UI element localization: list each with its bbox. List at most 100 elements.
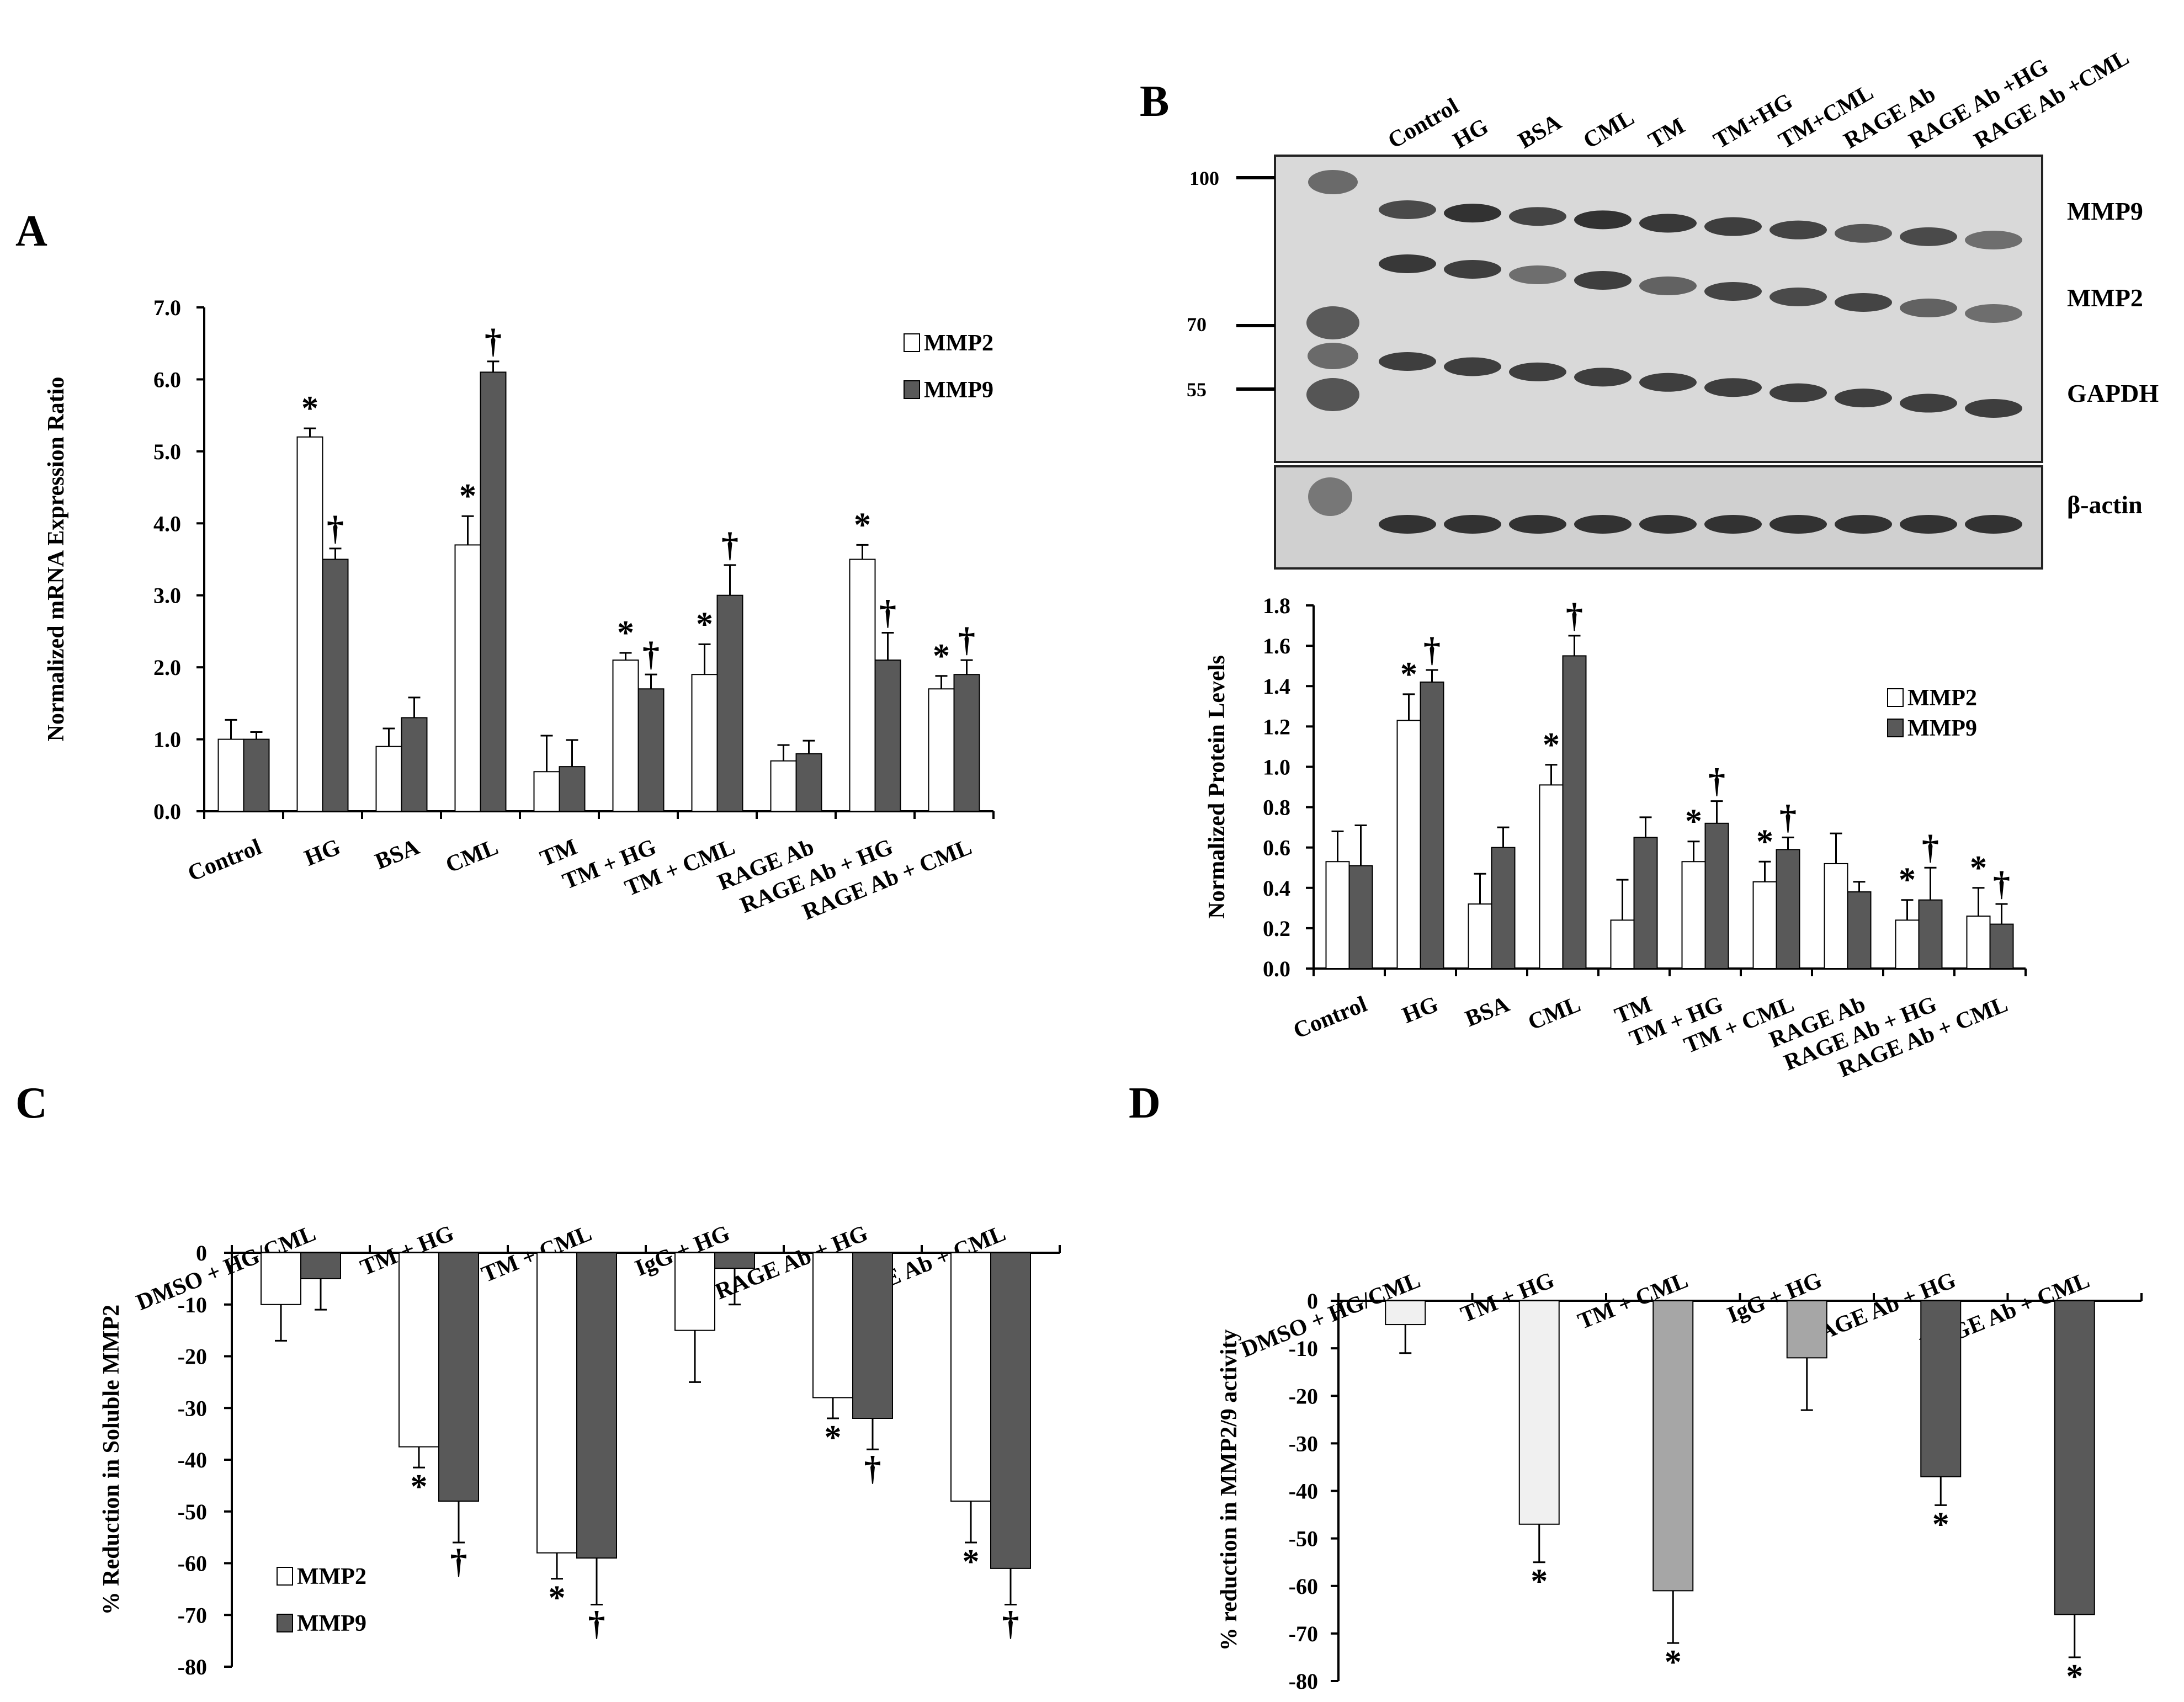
y-tick-label: -70 — [1289, 1621, 1318, 1646]
band-mmp9 — [1965, 231, 2022, 249]
band-gapdh — [1769, 383, 1827, 402]
band-mmp2 — [1769, 288, 1827, 306]
y-tick-label: 0.0 — [153, 799, 181, 824]
y-tick-label: -60 — [1289, 1574, 1318, 1599]
bar-activity-tm-hg — [1518, 1300, 1560, 1525]
band-mmp9 — [1769, 220, 1827, 240]
band-label-mmp9: MMP9 — [2067, 197, 2143, 225]
bar-mmp9-tm-hg — [637, 688, 665, 812]
bar-mmp2-tm-hg — [1681, 861, 1706, 970]
y-tick-label: 0.8 — [1263, 795, 1290, 820]
legend-label-mmp2: MMP2 — [297, 1564, 366, 1589]
y-tick-label: -50 — [1289, 1527, 1318, 1551]
significance-dagger: † — [721, 526, 738, 564]
panel-letter-a: A — [15, 207, 47, 256]
band-gapdh — [1835, 389, 1892, 408]
bar-mmp9-igg-hg — [714, 1252, 755, 1269]
significance-dagger: † — [1779, 799, 1797, 836]
significance-asterisk: * — [2066, 1658, 2083, 1695]
band-gapdh — [1704, 378, 1762, 397]
y-tick-label: 1.2 — [1263, 714, 1290, 739]
bar-mmp9-bsa — [1491, 847, 1516, 969]
band-beta-actin — [1379, 515, 1436, 534]
y-tick-label: 0.0 — [1263, 956, 1290, 981]
band-beta-actin — [1835, 515, 1892, 534]
band-mmp2 — [1574, 271, 1632, 290]
significance-asterisk: * — [301, 390, 318, 427]
bar-mmp2-dmso-hg-cml — [261, 1252, 301, 1305]
bar-mmp2-cml — [1539, 784, 1564, 970]
category-label-control: Control — [184, 834, 265, 887]
bar-mmp2-tm-hg — [398, 1252, 439, 1448]
category-label-cml: CML — [1524, 992, 1584, 1035]
y-tick-label: -80 — [1289, 1669, 1318, 1694]
band-mmp2 — [1900, 299, 1957, 317]
bar-mmp2-tm-cml — [536, 1252, 577, 1554]
y-tick-label: 0 — [196, 1241, 207, 1265]
y-tick-label: 1.8 — [1263, 593, 1290, 618]
y-axis-label: % reduction in MMP2/9 activity — [1216, 1329, 1242, 1651]
significance-dagger: † — [1002, 1605, 1019, 1643]
bar-mmp9-tm-cml — [716, 594, 743, 812]
category-label-bsa: BSA — [1462, 991, 1513, 1032]
bar-activity-dmso-hg-cml — [1385, 1300, 1426, 1326]
bar-mmp9-tm-cml — [1776, 849, 1800, 970]
band-mmp2 — [1444, 260, 1501, 279]
bar-mmp2-tm-hg — [612, 659, 639, 812]
band-beta-actin — [1639, 515, 1697, 534]
significance-asterisk: * — [1932, 1506, 1949, 1543]
bar-mmp9-rage-ab-hg — [852, 1252, 893, 1419]
panel-letter-c: C — [15, 1079, 47, 1127]
bar-mmp2-bsa — [375, 746, 402, 812]
legend-label-mmp9: MMP9 — [924, 377, 993, 403]
y-tick-label: -10 — [178, 1293, 207, 1317]
bar-mmp2-hg — [296, 436, 323, 812]
significance-asterisk: * — [1756, 823, 1773, 860]
legend-label-mmp9: MMP9 — [297, 1611, 366, 1636]
bar-mmp9-rage-ab-hg — [874, 659, 901, 812]
legend-swatch-mmp9 — [904, 380, 920, 399]
legend-swatch-mmp2 — [277, 1567, 293, 1586]
y-tick-label: -10 — [1289, 1336, 1318, 1361]
band-mmp9 — [1704, 217, 1762, 236]
significance-asterisk: * — [1665, 1644, 1682, 1681]
band-beta-actin — [1704, 515, 1762, 534]
band-mmp9 — [1444, 204, 1501, 223]
significance-asterisk: * — [1685, 803, 1702, 841]
y-tick-label: 1.0 — [153, 727, 181, 752]
bar-mmp9-hg — [1420, 681, 1444, 969]
band-mmp9 — [1639, 214, 1697, 233]
y-tick-label: 0.2 — [1263, 916, 1290, 941]
ladder — [1306, 170, 1359, 516]
bar-mmp9-rage-ab — [1847, 891, 1872, 969]
band-label-mmp2: MMP2 — [2067, 284, 2143, 312]
bar-mmp2-bsa — [1468, 903, 1492, 969]
bar-activity-igg-hg — [1786, 1300, 1827, 1359]
band-mmp9 — [1900, 227, 1957, 246]
legend-label-mmp9: MMP9 — [1907, 716, 1977, 741]
y-tick-label: 1.0 — [1263, 754, 1290, 779]
y-tick-label: -40 — [178, 1448, 207, 1472]
y-tick-label: 5.0 — [153, 439, 181, 464]
bar-mmp2-tm — [533, 771, 560, 812]
significance-dagger: † — [588, 1605, 605, 1643]
significance-dagger: † — [1566, 597, 1583, 635]
lane-label-bsa: BSA — [1514, 109, 1566, 154]
significance-dagger: † — [864, 1450, 881, 1487]
chart-b: 0.0 0.2 0.4 0.6 0.8 1.0 1.2 1.4 1.6 1.8 Normalized… — [1204, 593, 2027, 1082]
band-mmp2 — [1965, 304, 2022, 323]
band-beta-actin — [1900, 515, 1957, 534]
marker-100: 100 — [1189, 167, 1219, 189]
lane-label-hg: HG — [1449, 114, 1493, 154]
band-gapdh — [1900, 393, 1957, 413]
category-label-bsa: BSA — [371, 834, 423, 875]
bar-mmp2-tm-cml — [1752, 881, 1777, 970]
bar-mmp2-control — [1325, 861, 1350, 970]
significance-dagger: † — [450, 1543, 467, 1581]
significance-asterisk: * — [1531, 1563, 1548, 1600]
band-gapdh — [1509, 362, 1566, 381]
significance-asterisk: * — [1970, 849, 1987, 887]
chart-d: -80 -70 -60 -50 -40 -30 -20 -10 0 % reduction in … — [1216, 1268, 2143, 1695]
band-mmp9 — [1509, 207, 1566, 226]
y-tick-label: -30 — [178, 1396, 207, 1421]
